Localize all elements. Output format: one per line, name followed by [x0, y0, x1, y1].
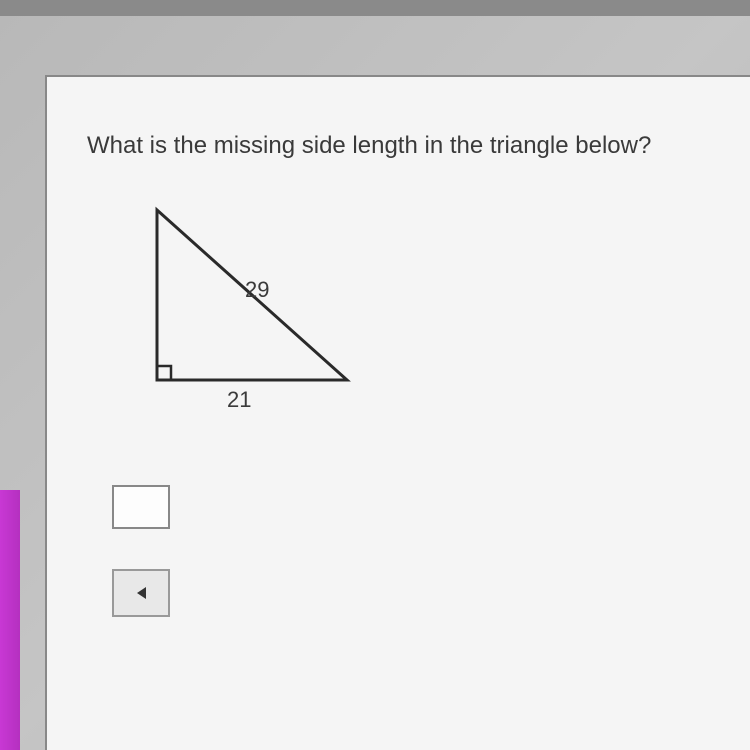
right-angle-marker: [157, 366, 171, 380]
triangle-svg: [117, 205, 397, 405]
answer-input[interactable]: [112, 485, 170, 529]
question-text: What is the missing side length in the t…: [87, 132, 710, 160]
top-bar: [0, 0, 750, 16]
previous-button[interactable]: [112, 569, 170, 617]
arrow-left-icon: [137, 587, 146, 599]
base-label: 21: [227, 387, 251, 413]
purple-accent-edge: [0, 490, 20, 750]
content-area: What is the missing side length in the t…: [47, 77, 750, 657]
hypotenuse-label: 29: [245, 277, 269, 303]
triangle-diagram: 29 21: [117, 205, 397, 405]
question-panel: What is the missing side length in the t…: [45, 75, 750, 750]
